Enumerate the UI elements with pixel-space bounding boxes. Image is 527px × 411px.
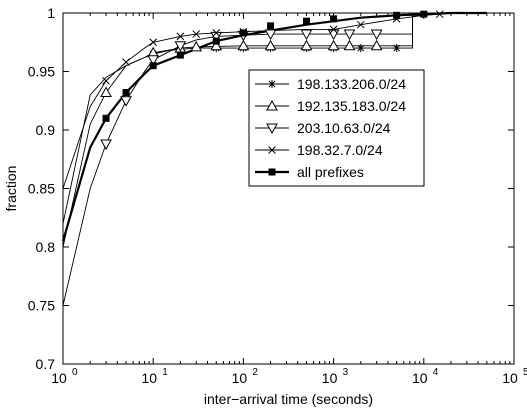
series-1-point [343,39,356,51]
x-tick-exponent: 4 [433,367,439,378]
series-1-point [100,86,112,98]
series-3-point [102,77,110,85]
legend-marker [268,146,276,154]
x-tick-label: 10 [141,370,157,386]
series-2-point [174,41,187,52]
y-tick-label: 1 [47,5,55,21]
series-3-point [192,30,201,38]
y-tick-label: 0.8 [36,239,56,255]
series-0-point [392,44,401,53]
x-axis-ticks: 10 0 10 1 10 2 10 3 10 4 10 5 [51,13,527,386]
series-2-point [300,29,313,41]
legend: 198.133.206.0/24 192.135.183.0/24 203.10.6… [248,69,425,187]
series-2-point [370,29,383,41]
series-4-point [267,22,275,30]
x-tick-label: 10 [51,370,67,386]
series-2-point [264,29,277,41]
x-tick-exponent: 1 [162,367,168,378]
series-0-point [356,44,365,53]
series-3-point [329,25,338,34]
series-4-point [122,89,130,97]
legend-label: 198.133.206.0/24 [297,76,406,92]
legend-marker [268,168,276,176]
plot-markers [100,10,444,151]
y-tick-label: 0.85 [28,181,55,197]
legend-label: 203.10.63.0/24 [297,120,391,136]
x-tick-label: 10 [502,370,518,386]
y-axis-label: fraction [3,166,19,212]
series-1-point [370,39,383,51]
x-tick-label: 10 [322,370,338,386]
x-tick-exponent: 3 [343,367,349,378]
series-4-point [176,51,184,59]
series-4-point [239,29,247,37]
series-4-point [102,114,110,122]
series-3-point [122,58,130,66]
series-line-2 [62,12,452,306]
series-2-point [100,139,112,151]
legend-label: 198.32.7.0/24 [297,142,383,158]
series-1-point [210,39,223,51]
series-1-point [190,40,203,52]
x-tick-label: 10 [412,370,428,386]
series-3-point [149,38,158,47]
y-tick-label: 0.75 [28,298,55,314]
x-tick-exponent: 2 [252,367,258,378]
series-4-point [302,17,310,25]
x-tick-label: 10 [232,370,248,386]
series-2-point [147,55,160,66]
series-2-point [120,96,132,107]
y-axis-ticks: 0.7 0.75 0.8 0.85 0.9 0.95 1 [28,5,514,372]
series-4-point [149,62,157,70]
legend-label: 192.135.183.0/24 [297,98,406,114]
series-1-point [264,39,277,51]
legend-marker [266,123,278,135]
y-tick-label: 0.95 [28,64,55,80]
series-3-point [212,29,221,37]
series-2-point [343,29,356,41]
series-1-point [237,39,250,51]
y-tick-label: 0.7 [36,356,56,372]
series-1-point [300,39,313,51]
x-tick-exponent: 0 [72,367,78,378]
legend-label: all prefixes [297,164,364,180]
series-3-point [176,32,185,41]
x-axis-label: inter−arrival time (seconds) [204,391,373,407]
x-tick-exponent: 5 [523,367,527,378]
series-4-point [212,37,220,45]
legend-marker [266,99,278,111]
series-1-point [327,39,340,51]
series-3-point [435,10,444,19]
series-3-point [356,20,365,29]
y-tick-label: 0.9 [36,122,56,138]
legend-marker [268,80,276,88]
